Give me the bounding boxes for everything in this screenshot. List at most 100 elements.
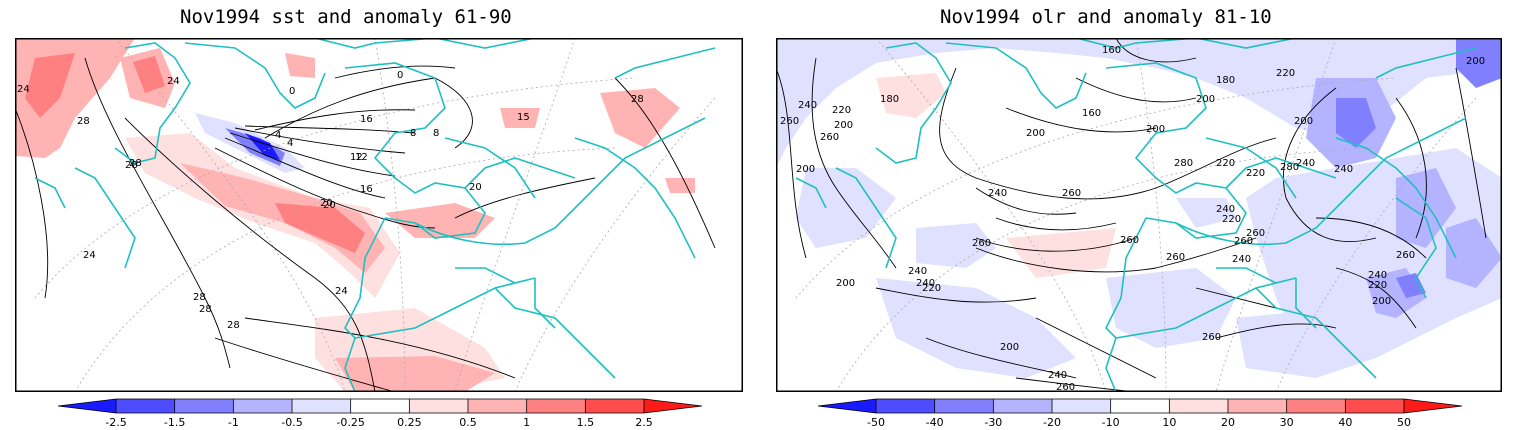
contour-label: 180 — [880, 94, 899, 105]
olr-anomaly-shading — [776, 38, 1502, 378]
contour-label: 0 — [397, 70, 403, 81]
contour-label: 180 — [1216, 75, 1235, 86]
contour-label: 200 — [796, 164, 815, 175]
contour-label: 240 — [916, 278, 935, 289]
colorbar-segment — [1404, 399, 1462, 413]
contour-label: 220 — [832, 105, 851, 116]
colorbar-segment — [1228, 399, 1287, 413]
contour-label: 200 — [1000, 342, 1019, 353]
colorbar-tick-label: -30 — [984, 416, 1002, 428]
contour-label: 160 — [1082, 108, 1101, 119]
contour-label: 16 — [360, 114, 373, 125]
contour-label: 280 — [1280, 162, 1299, 173]
contour-label: 240 — [1368, 270, 1387, 281]
contour-label: 220 — [1368, 280, 1387, 291]
sst-anomaly-colorbar: -2.5 -1.5 -1 -0.5 -0.25 0.25 0.5 1 1.5 2.5 — [58, 398, 702, 428]
contour-label: 260 — [820, 132, 839, 143]
contour-label: 8 — [410, 128, 416, 139]
contour-label: 12 — [355, 152, 368, 163]
contour-label: 240 — [1216, 204, 1235, 215]
contour-label: 220 — [1276, 68, 1295, 79]
contour-label: 260 — [1166, 252, 1185, 263]
contour-label: 220 — [1246, 168, 1265, 179]
contour-label: 200 — [1146, 124, 1165, 135]
contour-label: 200 — [836, 278, 855, 289]
contour-label: 260 — [1234, 236, 1253, 247]
contour-label: 0 — [289, 86, 295, 97]
contour-label: 200 — [834, 120, 853, 131]
colorbar-tick-label: 50 — [1397, 416, 1411, 428]
colorbar-segment — [526, 399, 586, 413]
colorbar-tick-label: 1 — [523, 416, 530, 428]
sst-anomaly-map: 24 24 28 28 24 0 0 4 8 12 16 20 20 16 12… — [15, 38, 743, 392]
contour-label: 200 — [1196, 94, 1215, 105]
colorbar-tick-label: -1 — [228, 416, 239, 428]
contour-label: 12 — [350, 152, 363, 163]
contour-label: 28 — [129, 158, 142, 169]
contour-label: 240 — [1232, 254, 1251, 265]
contour-label: 240 — [1296, 158, 1315, 169]
contour-label: 260 — [1202, 332, 1221, 343]
contour-label: 24 — [83, 250, 96, 261]
colorbar-tick-label: 2.5 — [635, 416, 653, 428]
colorbar-tick-label: -1.5 — [164, 416, 185, 428]
colorbar-tick-label: 40 — [1338, 416, 1352, 428]
colorbar-segment — [174, 399, 234, 413]
sst-anomaly-shading — [15, 38, 695, 392]
colorbar-segment — [818, 399, 876, 413]
contour-label: 220 — [1222, 214, 1241, 225]
sst-contours — [15, 57, 716, 392]
contour-label: 28 — [125, 160, 138, 171]
contour-label: 20 — [323, 200, 336, 211]
colorbar-tick-label: -40 — [926, 416, 944, 428]
contour-label: 20 — [469, 182, 482, 193]
contour-label: 24 — [167, 76, 180, 87]
contour-label: 260 — [1056, 382, 1075, 392]
colorbar-tick-label: -0.5 — [281, 416, 302, 428]
contour-label: 200 — [1294, 116, 1313, 127]
contour-label: 28 — [199, 304, 212, 315]
contour-label: 260 — [1062, 188, 1081, 199]
contour-label: 240 — [1048, 370, 1067, 381]
contour-label: 4 — [275, 130, 281, 141]
colorbar-segment — [876, 399, 935, 413]
contour-label: 28 — [227, 320, 240, 331]
colorbar-segment — [1286, 399, 1346, 413]
graticule — [34, 38, 716, 392]
contour-labels: 24 24 28 28 24 0 0 4 8 12 16 20 20 16 12… — [17, 70, 644, 331]
coastlines — [795, 38, 1477, 392]
contour-label: 24 — [335, 286, 348, 297]
colorbar-segment — [116, 399, 175, 413]
coastlines — [34, 38, 716, 392]
olr-anomaly-map: 260 240 220 260 200 200 180 160 180 200 … — [776, 38, 1502, 392]
contour-label: 28 — [193, 292, 206, 303]
contour-label: 260 — [1120, 235, 1139, 246]
contour-label: 16 — [360, 184, 373, 195]
contour-label: 220 — [1216, 158, 1235, 169]
colorbar-tick-label: 0.5 — [459, 416, 477, 428]
colorbar-segment — [1052, 399, 1111, 413]
colorbar-segment — [1169, 399, 1228, 413]
colorbar-tick-label: -0.25 — [336, 416, 364, 428]
colorbar-segment — [934, 399, 994, 413]
colorbar-segment — [585, 399, 644, 413]
colorbar-segment — [468, 399, 527, 413]
colorbar-tick-label: -20 — [1043, 416, 1061, 428]
contour-label: 280 — [1174, 158, 1193, 169]
graticule — [795, 38, 1477, 392]
colorbar-segment — [409, 399, 468, 413]
colorbar-segment — [644, 399, 702, 413]
colorbar-segment — [350, 399, 410, 413]
contour-label: 8 — [433, 128, 439, 139]
colorbar-tick-label: 1.5 — [577, 416, 595, 428]
contour-label: 260 — [1246, 228, 1265, 239]
contour-label: 220 — [922, 283, 941, 294]
colorbar-tick-label: -2.5 — [105, 416, 126, 428]
contour-label: 200 — [1372, 296, 1391, 307]
colorbar-segment — [1110, 399, 1170, 413]
contour-label: 240 — [798, 100, 817, 111]
colorbar-tick-label: 30 — [1280, 416, 1294, 428]
contour-label: 200 — [1026, 128, 1045, 139]
colorbar-segment — [993, 399, 1052, 413]
contour-labels: 260 240 220 260 200 200 180 160 180 200 … — [780, 45, 1485, 392]
